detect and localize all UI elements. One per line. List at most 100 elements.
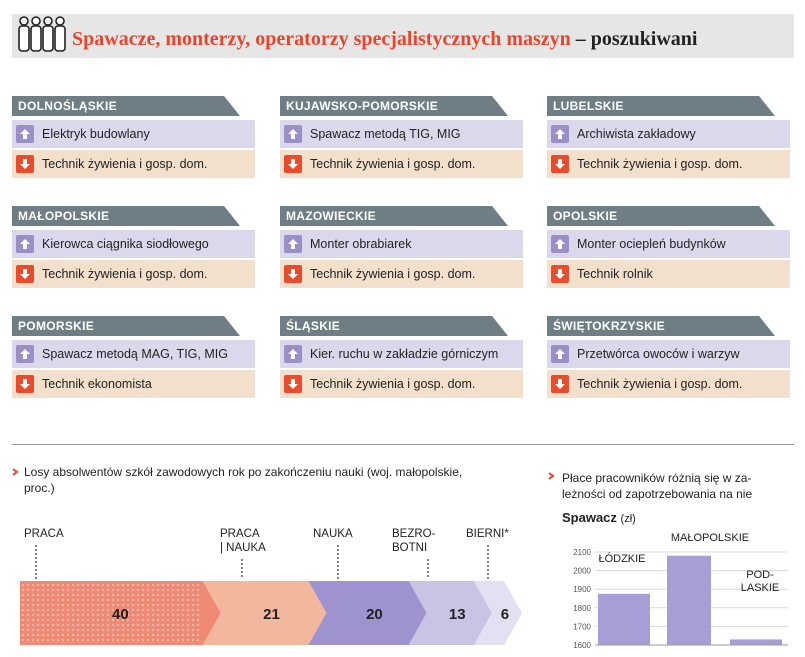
texture-dot	[132, 604, 134, 606]
texture-dot	[47, 619, 49, 621]
section-divider	[12, 444, 794, 445]
texture-dot	[132, 629, 134, 631]
texture-dot	[137, 624, 139, 626]
y-tick-label: 1600	[573, 641, 591, 650]
texture-dot	[102, 639, 104, 641]
region-header-band	[280, 96, 508, 116]
texture-dot	[42, 614, 44, 616]
texture-dot	[167, 589, 169, 591]
arrow-down-icon	[551, 265, 569, 283]
stack-segment	[473, 581, 522, 645]
texture-dot	[97, 619, 99, 621]
texture-dot	[132, 589, 134, 591]
texture-dot	[197, 609, 199, 611]
texture-dot	[137, 599, 139, 601]
texture-dot	[162, 624, 164, 626]
region-header-band	[280, 206, 508, 226]
texture-dot	[147, 589, 149, 591]
stack-segment	[20, 581, 221, 645]
texture-dot	[52, 624, 54, 626]
arrow-up-icon	[551, 235, 569, 253]
texture-dot	[47, 589, 49, 591]
texture-dot	[82, 624, 84, 626]
texture-dot	[87, 614, 89, 616]
category-label-line: PRACA	[24, 528, 64, 540]
texture-dot	[77, 594, 79, 596]
texture-dot	[147, 584, 149, 586]
texture-dot	[57, 629, 59, 631]
texture-dot	[97, 639, 99, 641]
texture-dot	[107, 629, 109, 631]
texture-dot	[177, 599, 179, 601]
texture-dot	[77, 634, 79, 636]
arrow-down-icon	[16, 375, 34, 393]
texture-dot	[152, 594, 154, 596]
texture-dot	[162, 599, 164, 601]
region-header-band	[12, 96, 240, 116]
texture-dot	[57, 609, 59, 611]
texture-dot	[27, 639, 29, 641]
texture-dot	[92, 609, 94, 611]
texture-dot	[127, 634, 129, 636]
category-label: PRACA	[24, 527, 64, 541]
region-name: DOLNOŚLĄSKIE	[18, 99, 117, 113]
region-row-down: Technik żywienia i gosp. dom.	[12, 150, 255, 178]
texture-dot	[112, 634, 114, 636]
texture-dot	[42, 624, 44, 626]
texture-dot	[117, 614, 119, 616]
texture-dot	[42, 604, 44, 606]
region-up-label: Spawacz metodą TIG, MIG	[310, 127, 461, 141]
region-name: POMORSKIE	[18, 319, 95, 333]
texture-dot	[67, 609, 69, 611]
texture-dot	[102, 624, 104, 626]
region-block: LUBELSKIE Archiwista zakładowy Technik żyw…	[547, 96, 790, 178]
region-name: KUJAWSKO-POMORSKIE	[286, 99, 439, 113]
texture-dot	[77, 629, 79, 631]
texture-dot	[27, 614, 29, 616]
texture-dot	[167, 594, 169, 596]
arrow-down-icon	[551, 155, 569, 173]
texture-dot	[142, 584, 144, 586]
texture-dot	[77, 604, 79, 606]
region-name: ŚLĄSKIE	[286, 319, 341, 333]
texture-dot	[177, 624, 179, 626]
texture-dot	[62, 619, 64, 621]
texture-dot	[152, 614, 154, 616]
texture-dot	[27, 609, 29, 611]
texture-dot	[137, 639, 139, 641]
title-sep: –	[570, 28, 591, 50]
texture-dot	[52, 634, 54, 636]
bar-category-label: LASKIE	[741, 582, 780, 594]
texture-dot	[197, 604, 199, 606]
texture-dot	[62, 599, 64, 601]
region-header: MAŁOPOLSKIE	[12, 206, 255, 228]
texture-dot	[147, 629, 149, 631]
region-up-label: Kierowca ciągnika siodłowego	[42, 237, 209, 251]
texture-dot	[67, 614, 69, 616]
title-main: Spawacze, monterzy, operatorzy specjalis…	[72, 28, 571, 50]
texture-dot	[142, 634, 144, 636]
texture-dot	[192, 634, 194, 636]
texture-dot	[37, 604, 39, 606]
texture-dot	[82, 629, 84, 631]
region-row-up: Przetwórca owoców i warzyw	[547, 340, 790, 368]
texture-dot	[72, 639, 74, 641]
texture-dot	[107, 609, 109, 611]
texture-dot	[132, 624, 134, 626]
texture-dot	[42, 609, 44, 611]
texture-dot	[37, 589, 39, 591]
region-row-down: Technik ekonomista	[12, 370, 255, 398]
region-row-down: Technik żywienia i gosp. dom.	[547, 370, 790, 398]
texture-dot	[72, 609, 74, 611]
texture-dot	[52, 594, 54, 596]
y-tick-label: 1800	[573, 604, 591, 613]
texture-dot	[22, 634, 24, 636]
texture-dot	[42, 589, 44, 591]
texture-dot	[82, 619, 84, 621]
texture-dot	[67, 584, 69, 586]
texture-dot	[102, 634, 104, 636]
texture-dot	[127, 614, 129, 616]
texture-dot	[182, 609, 184, 611]
texture-dot	[187, 599, 189, 601]
texture-dot	[187, 604, 189, 606]
